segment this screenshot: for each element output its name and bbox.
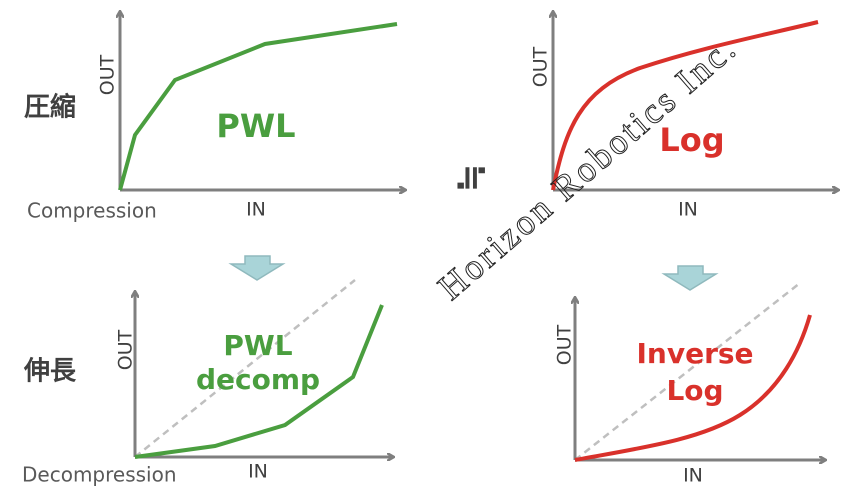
- row-caption: Compression: [27, 199, 157, 223]
- x-label: IN: [683, 465, 703, 487]
- row-label: 伸長: [23, 357, 77, 387]
- panel: IN OUT Log: [530, 12, 839, 221]
- panel: IN OUT PWL: [97, 12, 406, 221]
- panel-title: PWL: [216, 107, 295, 145]
- x-label: IN: [678, 199, 698, 221]
- reference-line: [574, 282, 801, 461]
- y-label: OUT: [554, 324, 576, 365]
- panel-title: decomp: [196, 363, 320, 396]
- y-label: OUT: [97, 54, 119, 95]
- curve: [551, 20, 819, 191]
- panel-title: Inverse: [636, 337, 753, 370]
- y-label: OUT: [115, 329, 137, 370]
- down-arrow: [661, 265, 719, 291]
- approx-symbol: ≒: [452, 164, 492, 193]
- x-label: IN: [246, 199, 266, 221]
- panel: IN OUT Inverse Log: [554, 282, 826, 487]
- curve: [134, 304, 384, 459]
- row-caption: Decompression: [22, 463, 177, 487]
- panel-title: PWL: [223, 329, 292, 362]
- panel: IN OUT PWL decomp: [115, 279, 394, 483]
- curve: [118, 22, 398, 191]
- x-label: IN: [248, 461, 268, 483]
- panel-title: Log: [659, 121, 724, 159]
- panel-title: Log: [666, 374, 723, 407]
- row-label: 圧縮: [24, 92, 76, 123]
- curve: [574, 314, 812, 462]
- down-arrow: [228, 255, 286, 281]
- y-label: OUT: [530, 46, 552, 87]
